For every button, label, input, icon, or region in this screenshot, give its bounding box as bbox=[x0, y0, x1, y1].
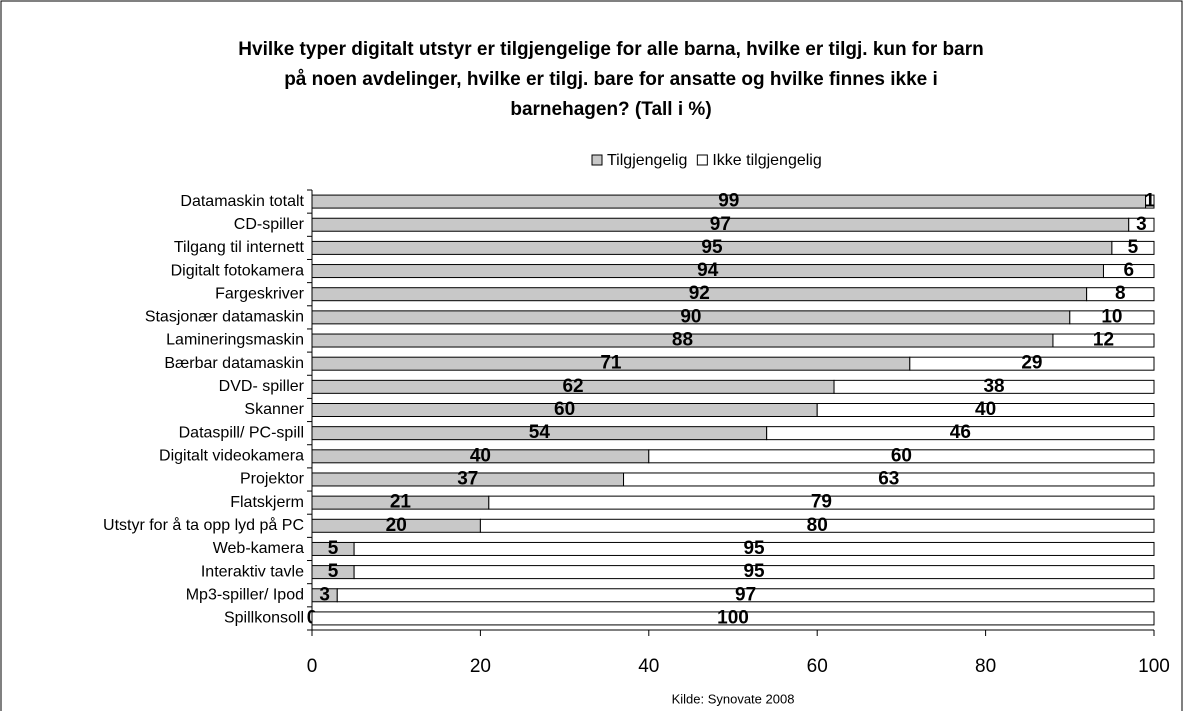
bar-segment bbox=[1145, 194, 1155, 209]
data-label: 95 bbox=[743, 561, 765, 582]
data-label: 62 bbox=[562, 376, 583, 397]
chart-title: på noen avdelinger, hvilke er tilgj. bar… bbox=[284, 69, 938, 90]
y-tick-label: Digitalt fotokamera bbox=[171, 262, 304, 279]
x-tick-label: 0 bbox=[307, 656, 318, 677]
data-label: 5 bbox=[328, 561, 339, 582]
bar-segment bbox=[479, 518, 1155, 533]
data-label: 3 bbox=[319, 584, 330, 605]
y-tick-label: Projektor bbox=[240, 471, 305, 488]
y-tick-label: Flatskjerm bbox=[230, 494, 304, 511]
y-tick-label: Skanner bbox=[244, 401, 304, 418]
data-label: 10 bbox=[1101, 306, 1122, 327]
y-tick-label: Lamineringsmaskin bbox=[166, 332, 304, 349]
x-tick-label: 60 bbox=[807, 656, 828, 677]
data-label: 3 bbox=[1136, 214, 1147, 235]
bar-segment bbox=[1052, 333, 1155, 348]
bar-segment bbox=[623, 472, 1155, 487]
data-label: 94 bbox=[697, 260, 719, 281]
data-label: 88 bbox=[672, 330, 693, 351]
data-label: 46 bbox=[950, 422, 971, 443]
data-label: 80 bbox=[807, 515, 828, 536]
chart-title: Hvilke typer digitalt utstyr er tilgjeng… bbox=[238, 39, 983, 60]
x-tick-label: 80 bbox=[975, 656, 996, 677]
data-label: 21 bbox=[390, 492, 412, 513]
y-tick-label: Utstyr for å ta opp lyd på PC bbox=[103, 516, 304, 534]
y-tick-label: Tilgang til internett bbox=[174, 239, 305, 256]
bar-segment bbox=[833, 379, 1155, 394]
y-tick-label: Digitalt videokamera bbox=[159, 448, 304, 465]
data-label: 37 bbox=[457, 468, 478, 489]
y-tick-label: Web-kamera bbox=[213, 540, 304, 557]
legend-label: Ikke tilgjengelig bbox=[712, 152, 821, 169]
bar-segment bbox=[336, 588, 1155, 603]
legend-swatch bbox=[696, 154, 708, 166]
data-label: 95 bbox=[743, 538, 765, 559]
data-label: 5 bbox=[1128, 237, 1139, 258]
y-tick-label: DVD- spiller bbox=[219, 378, 305, 395]
y-tick-label: Dataspill/ PC-spill bbox=[179, 424, 304, 441]
bar-segment bbox=[1111, 240, 1155, 255]
data-label: 40 bbox=[975, 399, 996, 420]
data-label: 12 bbox=[1093, 330, 1114, 351]
bar-segment bbox=[488, 495, 1155, 510]
data-label: 92 bbox=[689, 283, 710, 304]
data-label: 8 bbox=[1115, 283, 1126, 304]
data-label: 97 bbox=[735, 584, 756, 605]
bar-segment bbox=[648, 449, 1155, 464]
bar-segment bbox=[353, 565, 1155, 580]
bar-segment bbox=[909, 356, 1155, 371]
bar-segment bbox=[816, 403, 1155, 417]
data-label: 40 bbox=[470, 445, 491, 466]
y-tick-label: Bærbar datamaskin bbox=[164, 355, 304, 372]
data-label: 100 bbox=[717, 607, 749, 628]
data-label: 60 bbox=[554, 399, 575, 420]
data-label: 95 bbox=[701, 237, 723, 258]
y-tick-label: Stasjonær datamaskin bbox=[145, 309, 304, 326]
x-tick-label: 100 bbox=[1138, 656, 1170, 677]
data-label: 79 bbox=[811, 492, 832, 513]
x-tick-label: 40 bbox=[638, 656, 659, 677]
bar-segment bbox=[1102, 264, 1155, 279]
source-note: Kilde: Synovate 2008 bbox=[672, 691, 795, 706]
data-label: 63 bbox=[878, 468, 899, 489]
y-tick-label: Spillkonsoll bbox=[224, 610, 304, 627]
data-label: 99 bbox=[718, 191, 739, 212]
data-label: 20 bbox=[386, 515, 407, 536]
y-tick-label: Fargeskriver bbox=[215, 285, 305, 302]
data-label: 71 bbox=[600, 353, 622, 374]
chart-title: barnehagen? (Tall i %) bbox=[510, 99, 711, 120]
y-tick-label: CD-spiller bbox=[234, 216, 305, 233]
data-label: 29 bbox=[1021, 353, 1042, 374]
data-label: 90 bbox=[680, 306, 701, 327]
data-label: 6 bbox=[1123, 260, 1134, 281]
bar-segment bbox=[1086, 287, 1155, 302]
y-tick-label: Datamaskin totalt bbox=[180, 193, 304, 210]
y-tick-label: Interaktiv tavle bbox=[201, 563, 304, 580]
bar-segment bbox=[353, 541, 1155, 556]
bar-segment bbox=[766, 426, 1155, 441]
y-tick-label: Mp3-spiller/ Ipod bbox=[186, 586, 304, 603]
data-label: 54 bbox=[529, 422, 551, 443]
bar-segment bbox=[1128, 217, 1155, 232]
data-label: 1 bbox=[1145, 191, 1156, 212]
data-label: 97 bbox=[710, 214, 731, 235]
x-tick-label: 20 bbox=[470, 656, 491, 677]
bar-segment bbox=[1069, 310, 1155, 325]
data-label: 60 bbox=[891, 445, 912, 466]
legend-swatch bbox=[591, 154, 603, 166]
data-label: 38 bbox=[983, 376, 1004, 397]
data-label: 5 bbox=[328, 538, 339, 559]
legend-label: Tilgjengelig bbox=[607, 152, 687, 169]
